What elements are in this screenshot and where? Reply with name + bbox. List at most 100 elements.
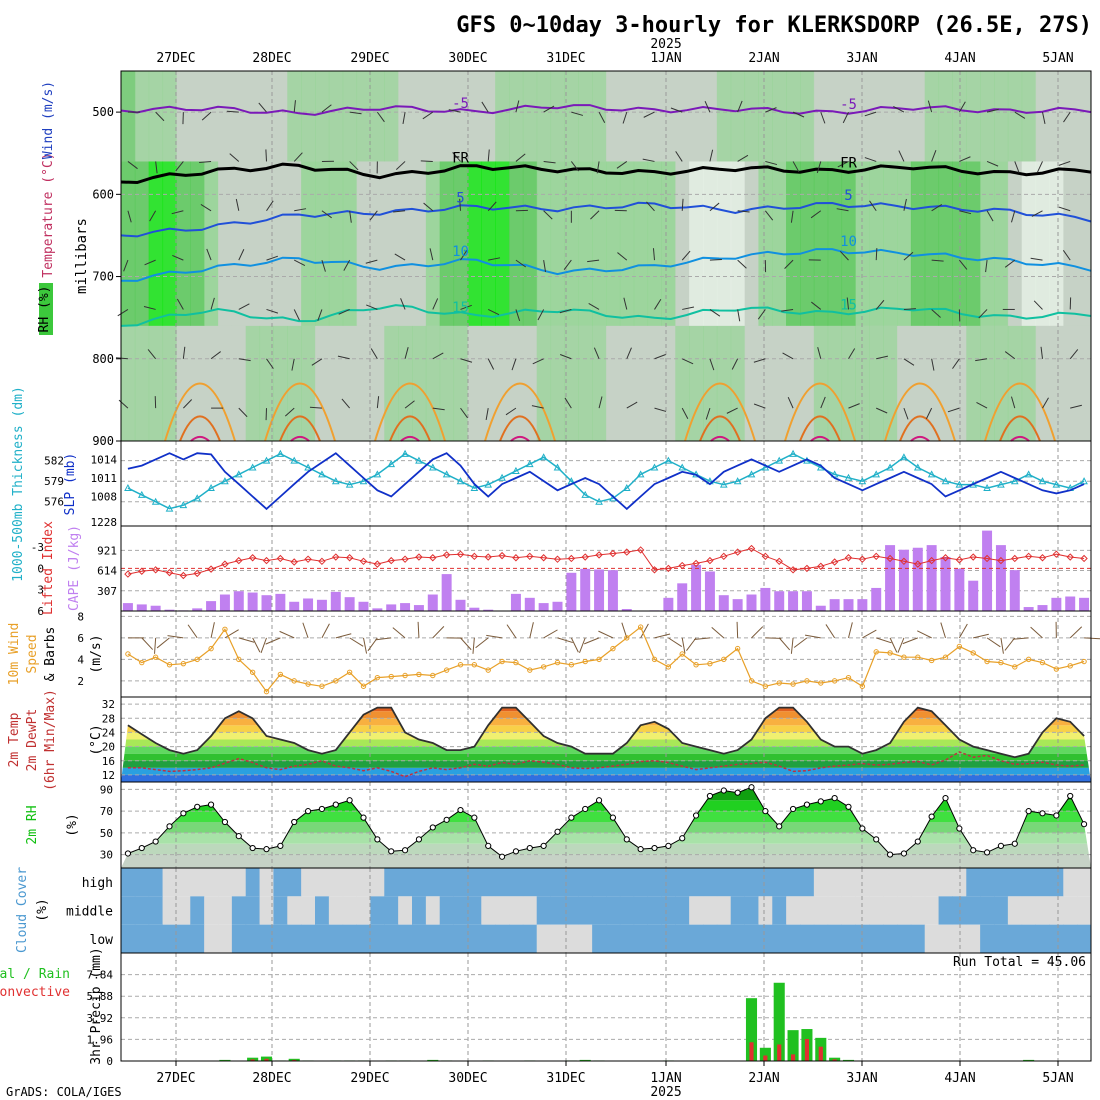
cloud-cell [883, 868, 898, 897]
thickness-marker [955, 480, 964, 488]
wind-speed-marker [887, 650, 893, 656]
li-marker [636, 546, 645, 554]
humidity-column-lower [966, 325, 981, 441]
humidity-column-lower [1035, 325, 1050, 441]
wind-barb [1058, 160, 1071, 166]
li-marker [1052, 550, 1061, 558]
li-marker [304, 555, 312, 563]
wind-barb [598, 396, 603, 409]
rh-marker [609, 814, 617, 821]
wind-barb [765, 107, 777, 113]
rh-marker [970, 847, 977, 854]
surface-wind-barb [897, 637, 905, 653]
wind-speed-marker [707, 660, 713, 667]
wind-barb [681, 198, 684, 211]
rh-marker [554, 828, 561, 835]
wind-barb [903, 198, 907, 211]
cloud-cell [342, 924, 357, 953]
wind-barb [1036, 161, 1043, 173]
axis-title: 2m RH [25, 805, 40, 844]
cape-bar [289, 601, 300, 611]
humidity-column-lower [134, 325, 150, 441]
humidity-column-upper [453, 71, 468, 162]
rh-marker [263, 846, 270, 853]
li-marker [498, 551, 506, 560]
humidity-column-upper [716, 71, 732, 162]
wind-barb [626, 347, 632, 359]
wind-speed-marker [499, 658, 505, 665]
thickness-marker [525, 460, 534, 468]
wind-speed-marker [208, 645, 214, 652]
humidity-column [509, 161, 524, 326]
cloud-cell [703, 868, 718, 897]
hot-isotherm [710, 435, 730, 442]
wind-barb [321, 259, 326, 272]
humidity-column-upper [328, 71, 344, 162]
wind-barb [117, 309, 129, 317]
humidity-column-lower [994, 325, 1009, 441]
wind-speed-marker [734, 645, 741, 652]
li-marker [401, 555, 409, 563]
cloud-cell [134, 896, 150, 925]
cloud-cell [772, 924, 787, 953]
wind-barb [1069, 349, 1079, 360]
humidity-column-lower [301, 325, 316, 441]
wind-barb [293, 309, 300, 321]
cape-bar [552, 601, 563, 611]
rh-marker [235, 833, 242, 840]
cloud-cell [578, 896, 593, 925]
humidity-column-upper [190, 71, 205, 162]
cloud-cell [924, 924, 939, 953]
cloud-cell [855, 896, 870, 925]
cloud-cell [287, 896, 302, 925]
humidity-column [162, 161, 177, 326]
axis-title: (°C) [89, 724, 104, 755]
wind-barb [515, 100, 520, 113]
cape-bar [621, 609, 632, 611]
humidity-column-upper [855, 71, 870, 162]
cloud-cell [633, 896, 648, 925]
humidity-column-upper [606, 71, 621, 162]
li-marker [553, 555, 562, 563]
humidity-column [425, 161, 441, 326]
humidity-column [578, 161, 593, 326]
wind-barb [206, 248, 212, 261]
cloud-cell [398, 896, 413, 925]
cloud-cell [1077, 896, 1092, 925]
cape-bar [219, 594, 230, 611]
cloud-cell [689, 868, 704, 897]
wind-speed-marker [679, 651, 685, 657]
rh-marker [194, 803, 201, 810]
humidity-column-upper [231, 71, 247, 162]
warm-isotherm [164, 382, 236, 442]
cape-bar [788, 591, 799, 611]
humidity-column-upper [1049, 71, 1064, 162]
axis-title: Temperature (°C) [41, 152, 56, 277]
humidity-column-lower [897, 325, 912, 441]
wind-barb [947, 407, 960, 413]
thickness-marker [983, 484, 991, 492]
wind-barb [420, 160, 433, 162]
surface-wind-barb [543, 629, 558, 639]
wind-speed-marker [859, 683, 866, 689]
wind-speed-marker [194, 656, 200, 663]
humidity-column-upper [994, 71, 1009, 162]
humidity-column-upper [1077, 71, 1092, 162]
thickness-marker [512, 466, 520, 474]
thickness-marker [290, 456, 299, 464]
thickness-marker [137, 490, 146, 498]
cloud-cell [370, 924, 385, 953]
warm-isotherm-inner [699, 415, 741, 442]
cloud-cell [162, 924, 177, 953]
wind-barb [266, 255, 279, 261]
wind-speed-marker [319, 683, 325, 689]
thickness-tick: 579 [44, 475, 64, 488]
wind-barb [226, 110, 239, 113]
cape-bar [538, 603, 549, 611]
cloud-cell [1007, 924, 1023, 953]
wind-barb [394, 253, 406, 261]
humidity-column-lower [675, 325, 690, 441]
li-marker [1024, 552, 1033, 561]
temp-band [121, 739, 1091, 747]
humidity-column-upper [162, 71, 177, 162]
